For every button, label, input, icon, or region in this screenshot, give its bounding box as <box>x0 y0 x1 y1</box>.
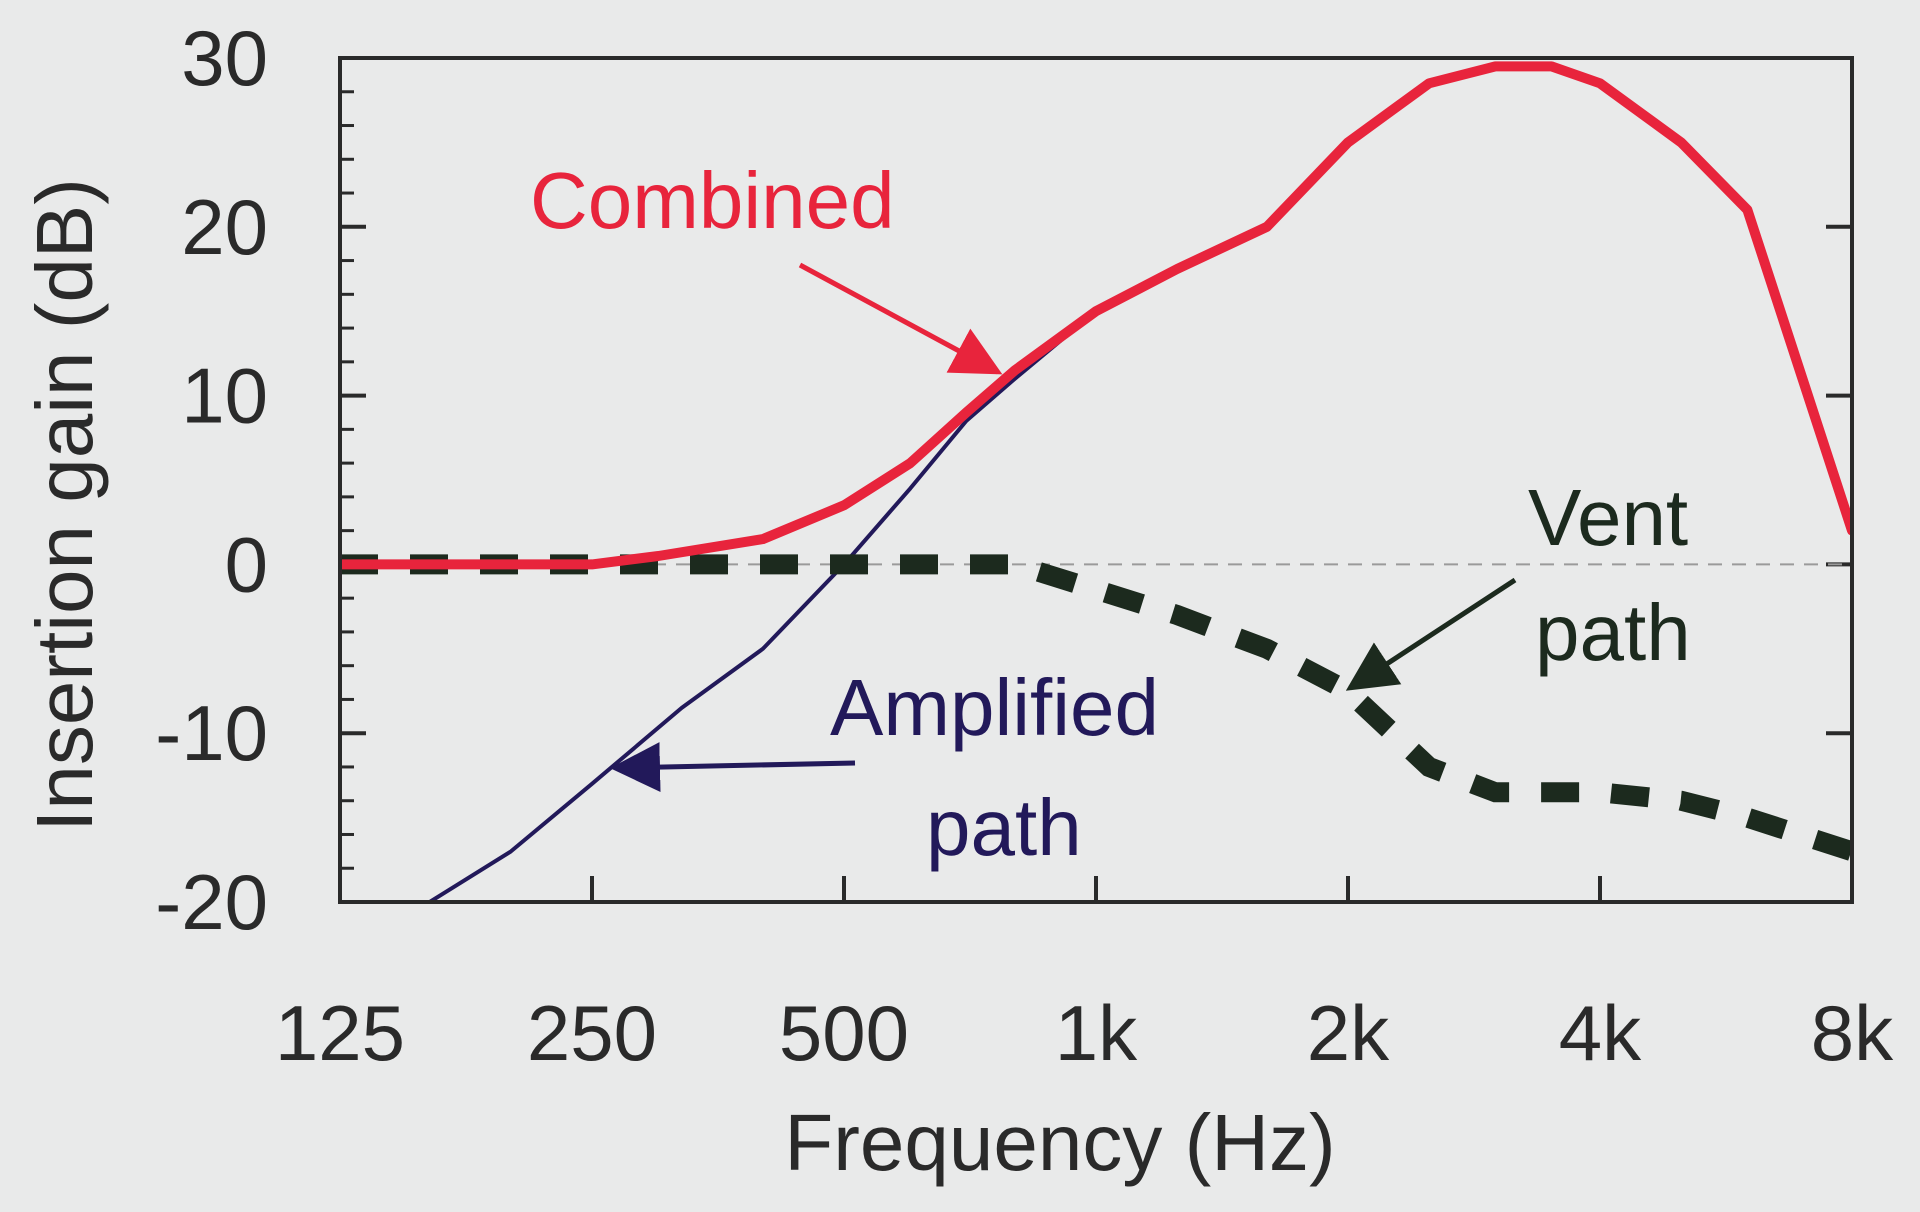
x-tick-label: 125 <box>275 989 405 1077</box>
series-line-combined <box>340 61 1852 570</box>
x-axis-title: Frequency (Hz) <box>784 1098 1335 1187</box>
series-line-vent <box>340 554 1852 861</box>
x-tick-label: 2k <box>1307 989 1390 1077</box>
arrow-amplified <box>610 742 856 793</box>
annotation-vent-line1: Vent <box>1528 473 1688 562</box>
arrow-combined <box>798 262 1003 375</box>
y-axis-ticks: -20 -10 0 10 20 30 <box>155 14 1852 946</box>
plot-frame <box>338 56 1854 904</box>
annotation-amplified-line1: Amplified <box>830 663 1159 752</box>
y-tick-label: 30 <box>181 14 268 102</box>
annotation-combined: Combined <box>530 156 895 245</box>
y-tick-label: -20 <box>155 858 268 946</box>
arrow-vent <box>1345 577 1517 691</box>
y-tick-label: 0 <box>225 520 268 608</box>
y-axis-title: Insertion gain (dB) <box>20 178 109 832</box>
x-tick-label: 500 <box>779 989 909 1077</box>
x-tick-label: 4k <box>1559 989 1642 1077</box>
y-tick-label: 20 <box>181 183 268 271</box>
x-axis-ticks: 125 250 500 1k 2k 4k 8k <box>275 876 1894 1077</box>
annotations: Combined Vent path Amplified path <box>530 156 1691 872</box>
y-tick-label: -10 <box>155 689 268 777</box>
x-tick-label: 1k <box>1055 989 1138 1077</box>
x-tick-label: 250 <box>527 989 657 1077</box>
x-tick-label: 8k <box>1811 989 1894 1077</box>
y-tick-label: 10 <box>181 352 268 440</box>
annotation-vent-line2: path <box>1535 588 1691 677</box>
annotation-amplified-line2: path <box>926 783 1082 872</box>
